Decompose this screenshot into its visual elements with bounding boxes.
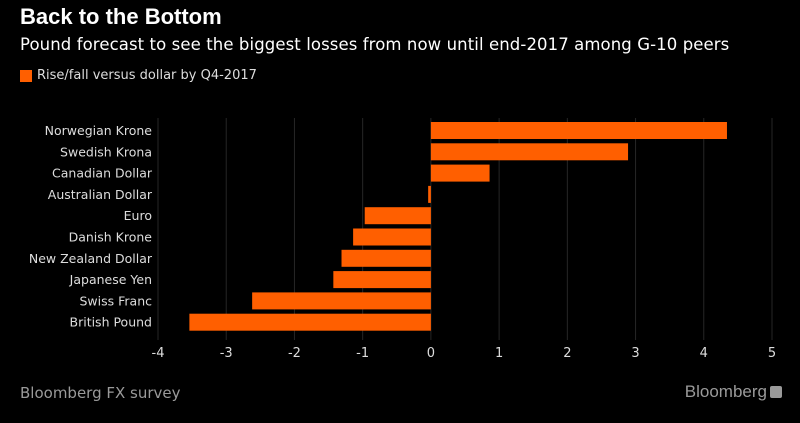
x-tick-label: -3 [220,346,233,361]
bar [252,292,431,310]
x-tick-label: 1 [495,346,503,361]
category-label: New Zealand Dollar [29,251,153,266]
category-label: Euro [124,208,152,223]
x-tick-label: 3 [631,346,639,361]
bar [333,271,431,289]
category-label: Danish Krone [69,230,153,245]
category-label: Norwegian Krone [45,123,153,138]
bloomberg-logo: Bloomberg [685,382,782,402]
chart-subtitle: Pound forecast to see the biggest losses… [20,35,730,54]
category-label: Swiss Franc [79,293,152,308]
x-tick-label: -2 [288,346,301,361]
source-note: Bloomberg FX survey [20,384,181,402]
x-tick-label: -1 [356,346,369,361]
x-tick-label: -4 [152,346,165,361]
bar [353,228,431,246]
category-label: Swedish Krona [60,144,152,159]
bar [341,249,431,267]
x-tick-label: 4 [700,346,708,361]
bar [189,313,431,331]
x-tick-label: 2 [563,346,571,361]
category-label: British Pound [70,315,153,330]
bar [430,164,490,182]
legend-label: Rise/fall versus dollar by Q4-2017 [37,68,257,83]
legend-swatch [20,69,32,82]
logo-mark-icon [770,386,782,398]
x-tick-label: 0 [427,346,435,361]
bar [430,122,727,139]
legend: Rise/fall versus dollar by Q4-2017 [20,68,257,83]
category-label: Canadian Dollar [52,166,153,181]
bar [364,207,431,225]
bar [428,185,431,203]
logo-text: Bloomberg [684,382,767,401]
x-tick-label: 5 [768,346,776,361]
category-label: Japanese Yen [69,272,152,287]
category-label: Australian Dollar [48,187,153,202]
bar [430,143,629,161]
chart-title: Back to the Bottom [20,4,222,29]
